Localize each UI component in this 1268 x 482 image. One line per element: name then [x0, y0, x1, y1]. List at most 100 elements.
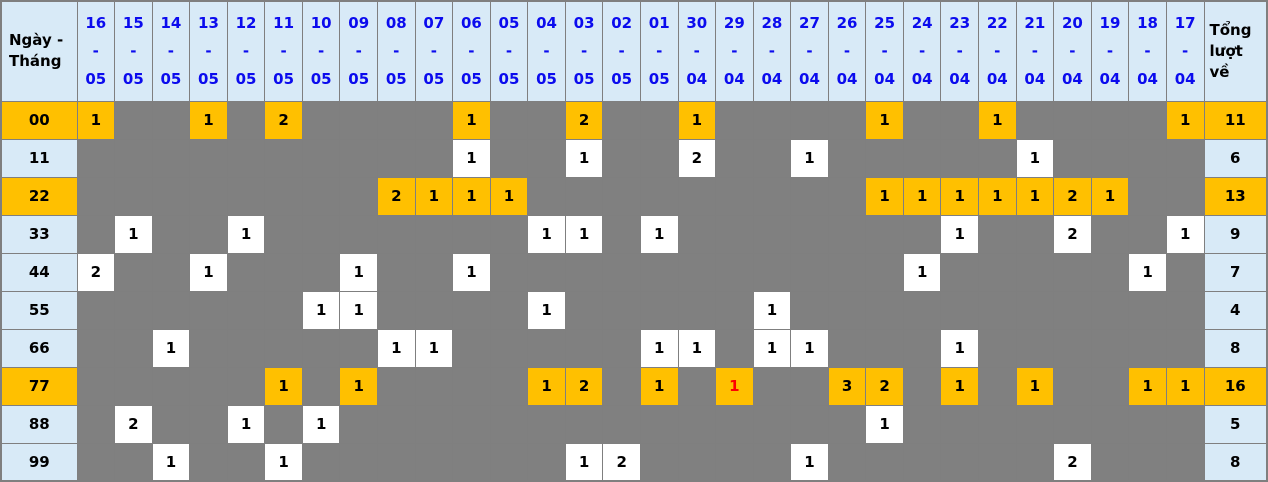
cell-11-07-05	[414, 138, 454, 178]
cell-44-28-04	[752, 252, 792, 292]
table-body: 00 1 1 2 1 2 1 1 1 1 11 11 1 1 2 1 1 6 22 2 1 1 1 1 1 1 1 1 2 1 13 33 1 1…	[0, 100, 1268, 482]
cell-44-26-04	[827, 252, 867, 292]
cell-33-01-05: 1	[639, 214, 679, 254]
cell-11-23-04	[940, 138, 979, 178]
cell-99-05-05	[489, 442, 529, 482]
column-header-12-05: 12-05	[226, 0, 266, 102]
cell-55-15-05	[114, 290, 153, 330]
cell-22-24-04: 1	[902, 176, 942, 216]
column-header-04-05: 04-05	[527, 0, 566, 102]
total-11: 6	[1203, 138, 1268, 178]
total-22: 13	[1203, 176, 1268, 216]
cell-00-11-05: 2	[264, 100, 303, 140]
column-header-03-05: 03-05	[564, 0, 604, 102]
cell-22-09-05	[339, 176, 378, 216]
cell-55-13-05	[189, 290, 228, 330]
column-header-07-05: 07-05	[414, 0, 454, 102]
cell-88-14-05	[151, 404, 191, 444]
cell-88-18-04	[1128, 404, 1167, 444]
cell-99-28-04	[752, 442, 792, 482]
cell-44-30-04	[677, 252, 717, 292]
cell-44-03-05	[564, 252, 604, 292]
cell-00-21-04	[1015, 100, 1055, 140]
cell-44-29-04	[715, 252, 754, 292]
cell-99-26-04	[827, 442, 867, 482]
cell-88-26-04	[827, 404, 867, 444]
cell-55-23-04	[940, 290, 979, 330]
cell-22-23-04: 1	[940, 176, 979, 216]
cell-99-06-05	[452, 442, 491, 482]
cell-66-08-05: 1	[377, 328, 416, 368]
column-header-28-04: 28-04	[752, 0, 792, 102]
cell-33-16-05	[76, 214, 116, 254]
cell-88-13-05	[189, 404, 228, 444]
cell-00-14-05	[151, 100, 191, 140]
cell-44-16-05: 2	[76, 252, 116, 292]
cell-77-03-05: 2	[564, 366, 604, 406]
cell-88-27-04	[790, 404, 829, 444]
cell-33-17-04: 1	[1165, 214, 1205, 254]
cell-11-16-05	[76, 138, 116, 178]
cell-11-14-05	[151, 138, 191, 178]
row-label-22: 22	[0, 176, 78, 216]
cell-66-25-04	[865, 328, 904, 368]
cell-88-03-05	[564, 404, 604, 444]
cell-44-09-05: 1	[339, 252, 378, 292]
column-header-10-05: 10-05	[301, 0, 341, 102]
cell-22-06-05: 1	[452, 176, 491, 216]
cell-99-20-04: 2	[1053, 442, 1092, 482]
cell-11-10-05	[301, 138, 341, 178]
cell-00-18-04	[1128, 100, 1167, 140]
cell-00-09-05	[339, 100, 378, 140]
cell-44-06-05: 1	[452, 252, 491, 292]
cell-77-28-04	[752, 366, 792, 406]
cell-22-30-04	[677, 176, 717, 216]
row-label-11: 11	[0, 138, 78, 178]
cell-00-27-04	[790, 100, 829, 140]
cell-77-06-05	[452, 366, 491, 406]
cell-33-06-05	[452, 214, 491, 254]
cell-33-13-05	[189, 214, 228, 254]
cell-88-02-05	[602, 404, 641, 444]
cell-55-04-05: 1	[527, 290, 566, 330]
cell-55-07-05	[414, 290, 454, 330]
cell-11-02-05	[602, 138, 641, 178]
cell-22-12-05	[226, 176, 266, 216]
cell-22-08-05: 2	[377, 176, 416, 216]
cell-33-07-05	[414, 214, 454, 254]
column-header-01-05: 01-05	[639, 0, 679, 102]
cell-55-18-04	[1128, 290, 1167, 330]
cell-33-14-05	[151, 214, 191, 254]
cell-44-18-04: 1	[1128, 252, 1167, 292]
cell-11-03-05: 1	[564, 138, 604, 178]
cell-00-03-05: 2	[564, 100, 604, 140]
cell-22-15-05	[114, 176, 153, 216]
cell-88-20-04	[1053, 404, 1092, 444]
cell-44-12-05	[226, 252, 266, 292]
total-66: 8	[1203, 328, 1268, 368]
table-row-77: 77 1 1 1 2 1 1 3 2 1 1 1 1 16	[0, 366, 1268, 406]
cell-77-09-05: 1	[339, 366, 378, 406]
cell-22-13-05	[189, 176, 228, 216]
cell-44-13-05: 1	[189, 252, 228, 292]
cell-44-20-04	[1053, 252, 1092, 292]
cell-00-17-04: 1	[1165, 100, 1205, 140]
cell-22-05-05: 1	[489, 176, 529, 216]
cell-55-20-04	[1053, 290, 1092, 330]
cell-55-22-04	[978, 290, 1017, 330]
column-header-02-05: 02-05	[602, 0, 641, 102]
cell-77-19-04	[1090, 366, 1130, 406]
cell-88-15-05: 2	[114, 404, 153, 444]
table-row-88: 88 2 1 1 1 5	[0, 404, 1268, 444]
cell-77-18-04: 1	[1128, 366, 1167, 406]
cell-77-29-04: 1	[715, 366, 754, 406]
cell-33-02-05	[602, 214, 641, 254]
cell-77-14-05	[151, 366, 191, 406]
column-header-14-05: 14-05	[151, 0, 191, 102]
cell-44-27-04	[790, 252, 829, 292]
cell-99-13-05	[189, 442, 228, 482]
cell-66-09-05	[339, 328, 378, 368]
cell-33-09-05	[339, 214, 378, 254]
row-label-33: 33	[0, 214, 78, 254]
cell-00-07-05	[414, 100, 454, 140]
